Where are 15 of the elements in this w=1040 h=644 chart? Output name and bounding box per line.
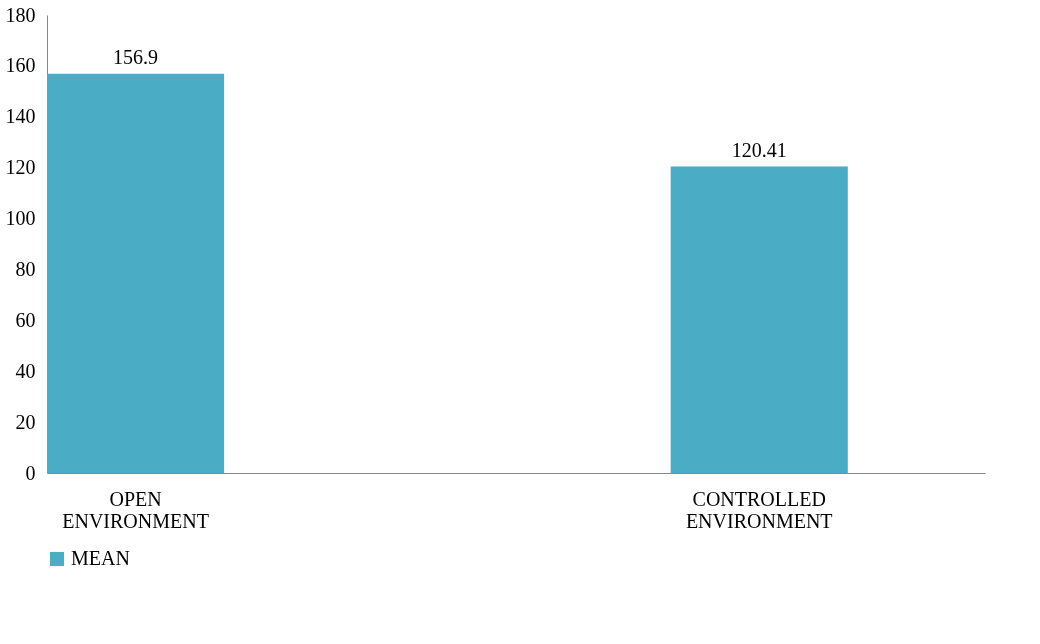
- y-tick-label: 120: [5, 156, 36, 179]
- y-tick-label: 160: [5, 54, 36, 77]
- y-tick-label: 80: [15, 257, 36, 280]
- legend-label: MEAN: [71, 547, 130, 569]
- y-tick-label: 40: [15, 359, 36, 382]
- y-tick-label: 60: [15, 308, 36, 331]
- x-tick-label: CONTROLLED ENVIRONMENT: [685, 487, 833, 532]
- data-label: 120.41: [731, 138, 787, 161]
- y-tick-label: 100: [5, 207, 36, 230]
- y-tick-label: 180: [5, 3, 36, 26]
- y-tick-label: 20: [15, 410, 36, 433]
- y-tick-label: 0: [25, 461, 36, 484]
- y-tick-label: 140: [5, 105, 36, 128]
- x-tick-label: OPEN ENVIRONMENT: [62, 487, 209, 532]
- data-label: 156.9: [113, 45, 159, 68]
